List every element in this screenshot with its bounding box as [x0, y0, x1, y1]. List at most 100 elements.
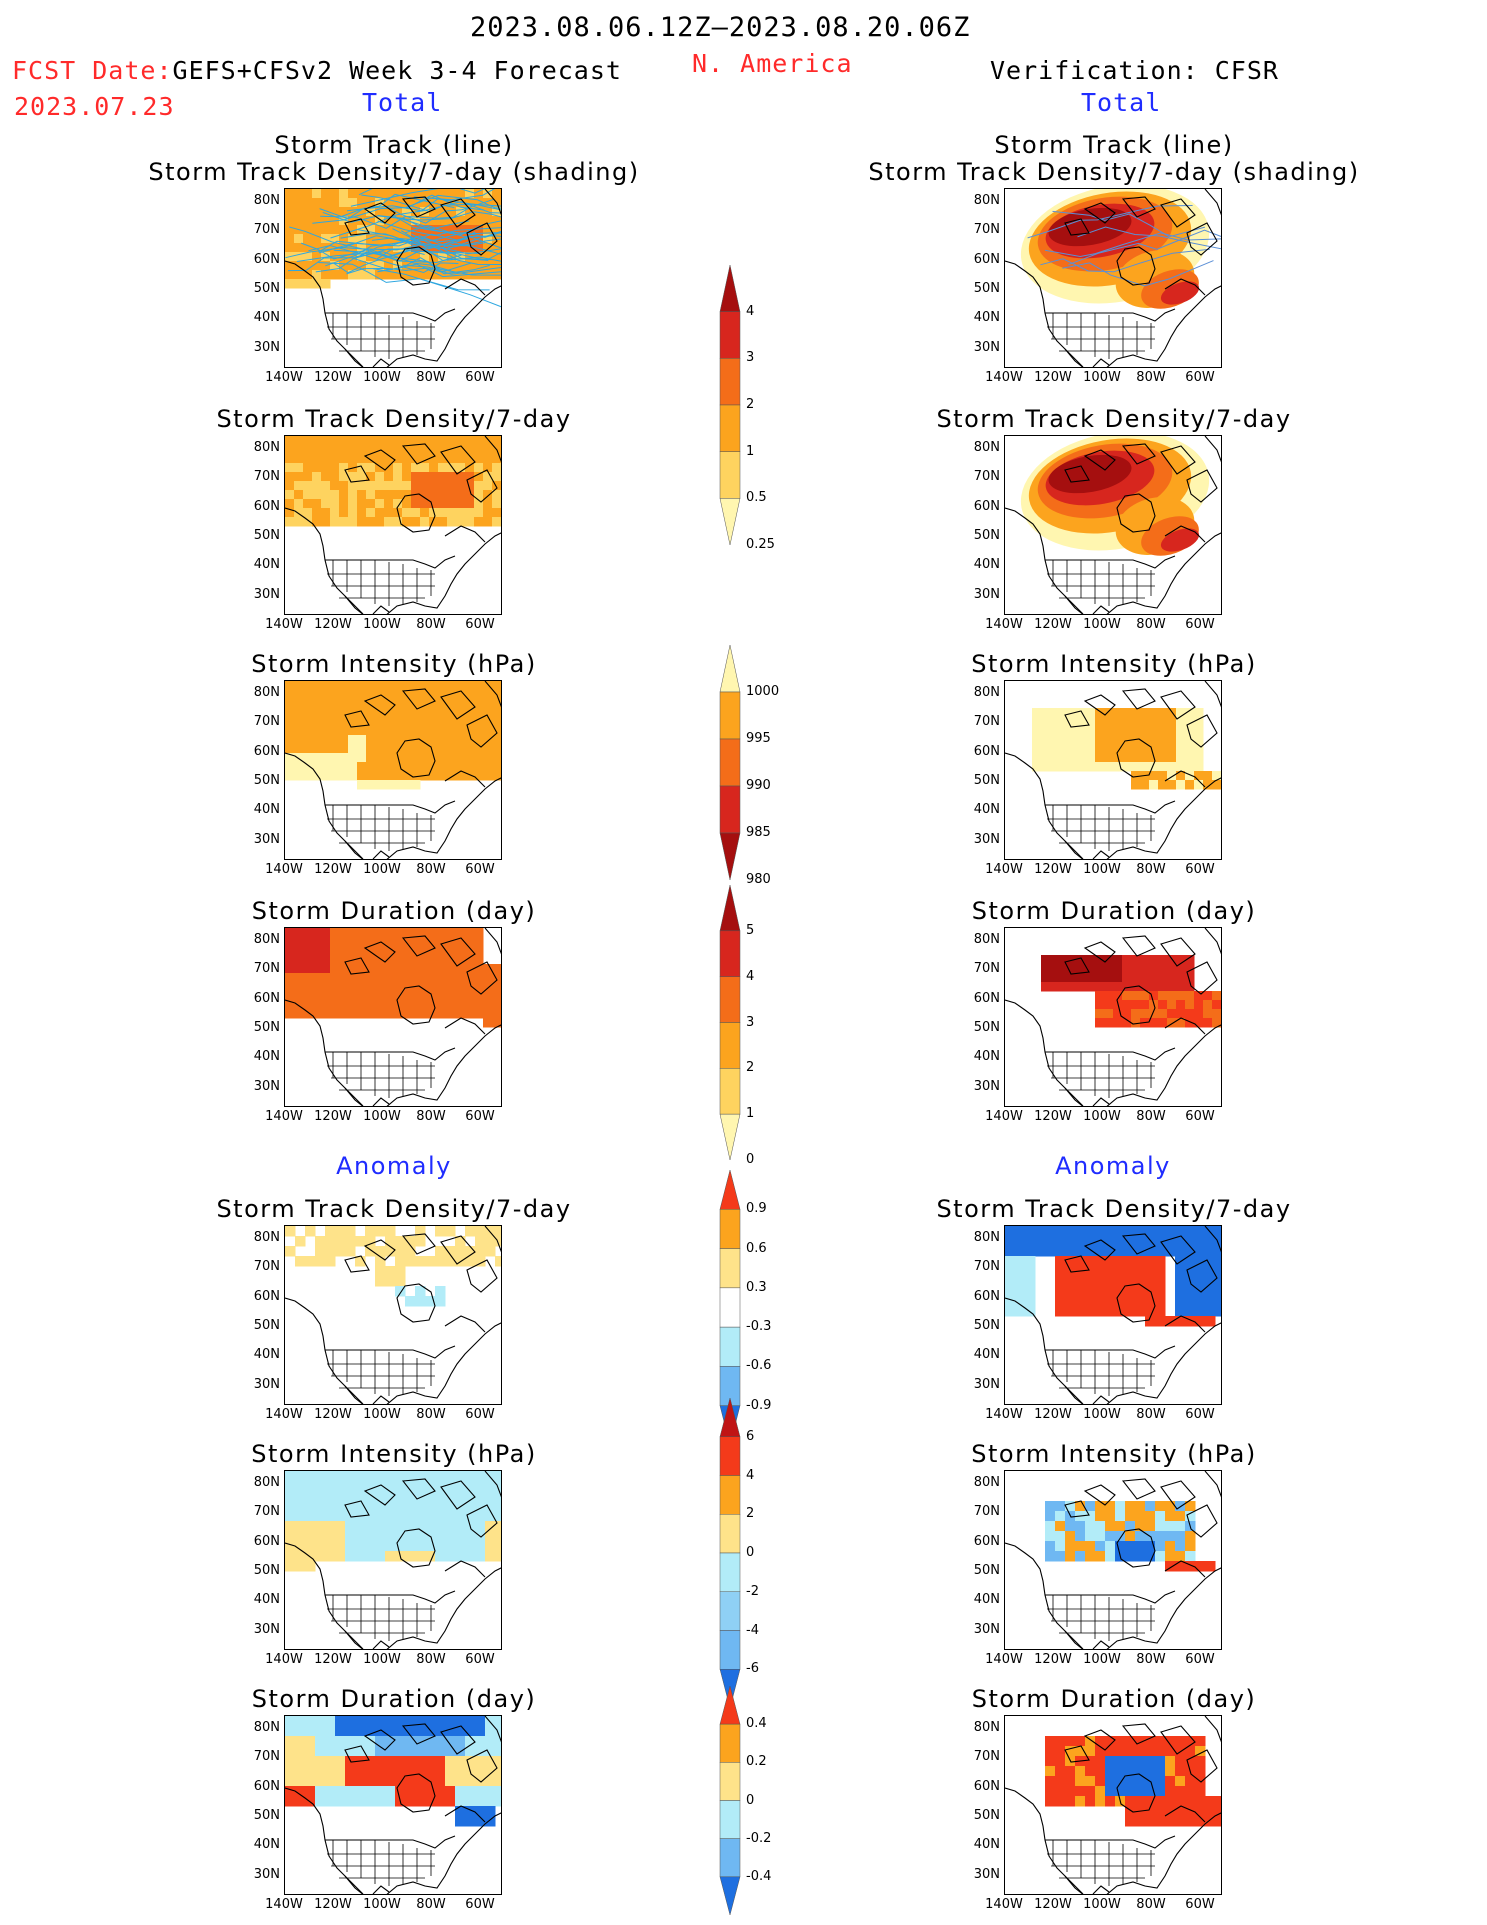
colorbar-density-label: 3 — [746, 350, 755, 366]
lat-tick-label: 40N — [973, 1837, 1000, 1853]
lat-tick-label: 70N — [253, 222, 280, 238]
colorbar-intensity-anomaly-label: -4 — [746, 1622, 759, 1638]
colorbar-intensity-anomaly-label: 2 — [746, 1506, 755, 1522]
left-map-panel-3 — [284, 680, 502, 860]
lat-tick-label: 50N — [253, 772, 280, 788]
lat-tick-label: 30N — [253, 1621, 280, 1637]
right-map-4-canvas — [1005, 928, 1221, 1106]
lat-tick-label: 60N — [253, 1288, 280, 1304]
colorbar-density-label: 2 — [746, 397, 755, 412]
colorbar-intensity-anomaly-label: 6 — [746, 1428, 755, 1444]
left-anomaly-label: Anomaly — [336, 1152, 452, 1180]
lat-tick-label: 80N — [253, 1475, 280, 1490]
left-map-panel-5 — [284, 1225, 502, 1405]
lon-tick-label: 120W — [314, 1407, 352, 1422]
lat-tick-label: 60N — [253, 1533, 280, 1549]
lat-tick-label: 60N — [973, 251, 1000, 267]
colorbar-intensity-swatch — [719, 691, 741, 740]
lat-tick-label: 80N — [973, 685, 1000, 700]
lon-tick-label: 140W — [985, 370, 1023, 385]
colorbar-density-anomaly-swatch — [719, 1209, 741, 1249]
colorbar-intensity-label: 1000 — [746, 684, 780, 699]
lat-tick-label: 50N — [973, 1019, 1000, 1035]
lon-tick-label: 80W — [416, 1652, 446, 1667]
lon-tick-label: 120W — [1034, 370, 1072, 385]
lon-tick-label: 120W — [314, 617, 352, 632]
lat-tick-label: 80N — [253, 440, 280, 455]
lon-tick-label: 120W — [314, 862, 352, 877]
fcst-label: FCST Date: — [12, 56, 173, 85]
lat-tick-label: 50N — [253, 1317, 280, 1333]
lon-tick-label: 80W — [416, 1109, 446, 1124]
left-panel-1-subtitle: Storm Track Density/7-day (shading) — [148, 158, 640, 186]
lon-tick-label: 100W — [363, 617, 401, 632]
colorbar-duration-anomaly-label: 0 — [746, 1792, 755, 1808]
colorbar-intensity-anomaly-label: 0 — [746, 1545, 755, 1560]
left-map-panel-2 — [284, 435, 502, 615]
colorbar-intensity-anomaly-swatch — [719, 1398, 741, 1437]
right-map-panel-5 — [1004, 1225, 1222, 1405]
left-map-1-canvas — [285, 189, 501, 367]
lat-tick-label: 80N — [973, 440, 1000, 455]
lat-tick-label: 60N — [973, 1533, 1000, 1549]
lon-tick-label: 80W — [416, 1407, 446, 1422]
lat-tick-label: 60N — [973, 1778, 1000, 1794]
lon-tick-label: 140W — [985, 1407, 1023, 1422]
lon-tick-label: 60W — [465, 862, 495, 877]
lon-tick-label: 140W — [265, 1407, 303, 1422]
lon-tick-label: 140W — [265, 617, 303, 632]
lat-tick-label: 30N — [253, 831, 280, 847]
colorbar-duration-swatch — [719, 930, 741, 977]
colorbar-duration-swatch — [719, 976, 741, 1023]
lon-tick-label: 100W — [363, 370, 401, 385]
colorbar-intensity-anomaly-swatch — [719, 1436, 741, 1476]
lat-tick-label: 60N — [253, 743, 280, 759]
right-map-5-canvas — [1005, 1226, 1221, 1404]
lon-tick-label: 120W — [1034, 1109, 1072, 1124]
left-total-label: Total — [362, 88, 443, 117]
lat-tick-label: 40N — [973, 1592, 1000, 1608]
colorbar-intensity-anomaly-label: 4 — [746, 1467, 755, 1483]
right-map-panel-1 — [1004, 188, 1222, 368]
lat-tick-label: 40N — [973, 1347, 1000, 1363]
lat-tick-label: 50N — [253, 1807, 280, 1823]
verification-label: Verification: CFSR — [990, 56, 1279, 85]
lat-tick-label: 60N — [253, 1778, 280, 1794]
left-panel-2-title: Storm Track Density/7-day — [216, 405, 572, 433]
lon-tick-label: 120W — [1034, 1897, 1072, 1912]
colorbar-density — [719, 265, 741, 545]
colorbar-intensity-swatch — [719, 785, 741, 834]
lon-tick-label: 60W — [1185, 617, 1215, 632]
lat-tick-label: 40N — [253, 310, 280, 326]
right-map-6-canvas — [1005, 1471, 1221, 1649]
lon-tick-label: 80W — [1136, 1109, 1166, 1124]
colorbar-density-anomaly-swatch — [719, 1248, 741, 1289]
left-map-2-canvas — [285, 436, 501, 614]
lat-tick-label: 30N — [973, 1621, 1000, 1637]
lat-tick-label: 30N — [253, 1866, 280, 1882]
lat-tick-label: 70N — [973, 469, 1000, 485]
colorbar-density-anomaly-swatch — [719, 1326, 741, 1367]
lat-tick-label: 50N — [973, 527, 1000, 543]
right-panel-1-subtitle: Storm Track Density/7-day (shading) — [868, 158, 1360, 186]
lon-tick-label: 60W — [1185, 1652, 1215, 1667]
lat-tick-label: 80N — [253, 1230, 280, 1245]
lon-tick-label: 140W — [985, 617, 1023, 632]
colorbar-density-swatch — [719, 404, 741, 452]
lat-tick-label: 40N — [253, 1592, 280, 1608]
lon-tick-label: 140W — [985, 862, 1023, 877]
colorbar-intensity-swatch — [719, 738, 741, 787]
lat-tick-label: 60N — [973, 743, 1000, 759]
left-map-6-canvas — [285, 1471, 501, 1649]
lon-tick-label: 80W — [416, 862, 446, 877]
lat-tick-label: 60N — [253, 498, 280, 514]
lon-tick-label: 60W — [1185, 862, 1215, 877]
right-panel-3-title: Storm Intensity (hPa) — [971, 650, 1257, 678]
left-map-panel-1 — [284, 188, 502, 368]
colorbar-duration-anomaly-swatch — [719, 1762, 741, 1801]
lat-tick-label: 60N — [973, 498, 1000, 514]
colorbar-density-anomaly-label: 0.3 — [746, 1279, 767, 1295]
lat-tick-label: 80N — [253, 193, 280, 208]
right-panel-5-title: Storm Track Density/7-day — [936, 1195, 1292, 1223]
colorbar-intensity-anomaly-swatch — [719, 1630, 741, 1670]
